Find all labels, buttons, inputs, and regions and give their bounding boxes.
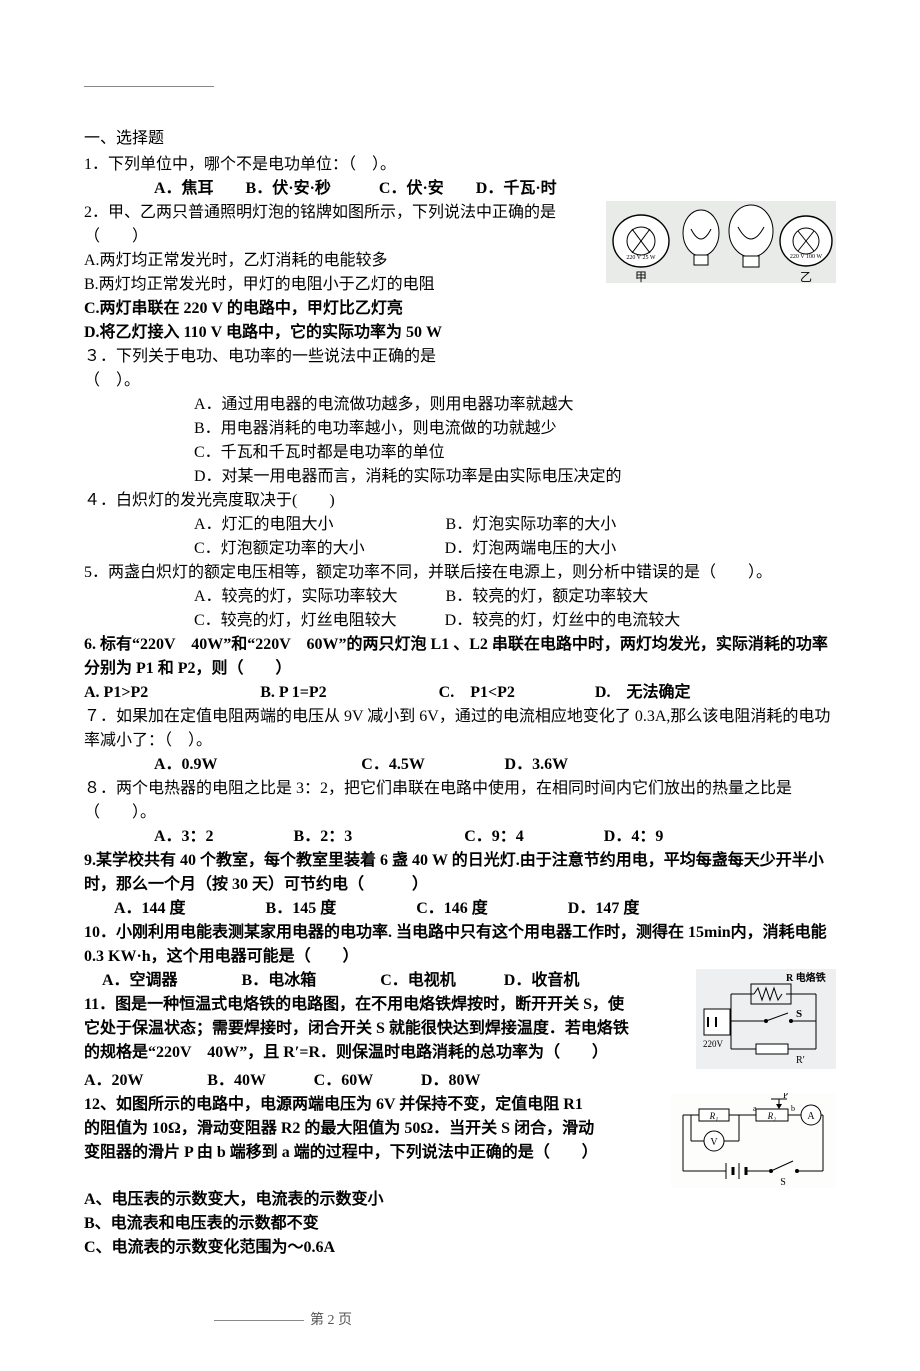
q8-opts: A．3：2 B．2：3 C．9：4 D．4：9 — [84, 825, 836, 849]
iron-figure: R 电烙铁 220V S R′ — [696, 969, 836, 1069]
q5-stem: 5．两盏白炽灯的额定电压相等，额定功率不同，并联后接在电源上，则分析中错误的是（… — [84, 561, 836, 585]
svg-text:220 V 100 W: 220 V 100 W — [790, 254, 823, 260]
q4-opts-ab: A．灯汇的电阻大小 B．灯泡实际功率的大小 — [84, 513, 836, 537]
svg-text:P: P — [783, 1093, 788, 1100]
circuit-figure: R₁ R₂ a b P A V — [671, 1093, 836, 1188]
svg-text:V: V — [710, 1137, 718, 1148]
q11-opts: A．20W B．40W C．60W D．80W — [84, 1069, 836, 1093]
q5-opts-cd: C．较亮的灯，灯丝电阻较大 D．较亮的灯，灯丝中的电流较大 — [84, 609, 836, 633]
q7-stem: ７．如果加在定值电阻两端的电压从 9V 减小到 6V，通过的电流相应地变化了 0… — [84, 705, 836, 753]
q2-opt-c: C.两灯串联在 220 V 的电路中，甲灯比乙灯亮 — [84, 297, 606, 321]
svg-text:乙: 乙 — [800, 270, 812, 284]
svg-text:R 电烙铁: R 电烙铁 — [786, 971, 826, 984]
q12-opt-a: A、电压表的示数变大，电流表的示数变小 — [84, 1188, 836, 1212]
svg-text:甲: 甲 — [635, 270, 647, 284]
q5-opts-ab: A．较亮的灯，实际功率较大 B．较亮的灯，额定功率较大 — [84, 585, 836, 609]
q6-stem: 6. 标有“220V 40W”和“220V 60W”的两只灯泡 L1 、L2 串… — [84, 633, 836, 681]
q10-opts: A．空调器 B．电冰箱 C．电视机 D．收音机 — [84, 969, 696, 993]
q4-opts-cd: C．灯泡额定功率的大小 D．灯泡两端电压的大小 — [84, 537, 836, 561]
q9-stem: 9.某学校共有 40 个教室，每个教室里装着 6 盏 40 W 的日光灯.由于注… — [84, 849, 836, 897]
q10-11-row: A．空调器 B．电冰箱 C．电视机 D．收音机 11．图是一种恒温式电烙铁的电路… — [84, 969, 836, 1069]
q1-stem: 1．下列单位中，哪个不是电功单位：（ ）。 — [84, 153, 836, 177]
q7-opts: A．0.9W C．4.5W D．3.6W — [84, 753, 836, 777]
svg-text:b: b — [791, 1104, 795, 1113]
q11-l1: 11．图是一种恒温式电烙铁的电路图，在不用电烙铁焊按时，断开开关 S，使 — [84, 993, 696, 1017]
q12-l3: 变阻器的滑片 P 由 b 端移到 a 端的过程中，下列说法中正确的是（ ） — [84, 1141, 671, 1165]
q11-l3: 的规格是“220V 40W”，且 R′=R．则保温时电路消耗的总功率为（ ） — [84, 1041, 696, 1065]
bulbs-figure: 220 V 25 W 甲 220 V 100 W 乙 — [606, 201, 836, 393]
svg-text:R′: R′ — [796, 1055, 805, 1066]
q2-row: 2．甲、乙两只普通照明灯泡的铭牌如图所示，下列说法中正确的是（ ） A.两灯均正… — [84, 201, 836, 393]
q2-opt-d: D.将乙灯接入 110 V 电路中，它的实际功率为 50 W — [84, 321, 606, 345]
q3-opt-d: D．对某一用电器而言，消耗的实际功率是由实际电压决定的 — [84, 465, 836, 489]
q2-stem: 2．甲、乙两只普通照明灯泡的铭牌如图所示，下列说法中正确的是（ ） — [84, 201, 606, 249]
q12-row: 12、如图所示的电路中，电源两端电压为 6V 并保持不变，定值电阻 R1 的阻值… — [84, 1093, 836, 1188]
page-footer: 第 2 页 — [84, 1310, 836, 1331]
q12-opt-c: C、电流表的示数变化范围为～0.6A — [84, 1236, 836, 1260]
q12-l1: 12、如图所示的电路中，电源两端电压为 6V 并保持不变，定值电阻 R1 — [84, 1093, 671, 1117]
q3-opt-c: C．千瓦和千瓦时都是电功率的单位 — [84, 441, 836, 465]
q1-options: A．焦耳 B．伏·安·秒 C．伏·安 D．千瓦·时 — [84, 177, 836, 201]
q10-stem: 10．小刚利用电能表测某家用电器的电功率. 当电路中只有这个用电器工作时，测得在… — [84, 921, 836, 969]
svg-text:A: A — [807, 1111, 815, 1122]
svg-text:S: S — [780, 1177, 786, 1188]
q4-stem: ４．白炽灯的发光亮度取决于( ) — [84, 489, 836, 513]
section-title: 一、选择题 — [84, 127, 836, 151]
q12-l2: 的阻值为 10Ω，滑动变阻器 R2 的最大阻值为 50Ω．当开关 S 闭合，滑动 — [84, 1117, 671, 1141]
q2-opt-b: B.两灯均正常发光时，甲灯的电阻小于乙灯的电阻 — [84, 273, 606, 297]
svg-text:220V: 220V — [703, 1039, 724, 1049]
q12-opt-b: B、电流表和电压表的示数都不变 — [84, 1212, 836, 1236]
q6-opts: A. P1>P2 B. P 1=P2 C. P1<P2 D. 无法确定 — [84, 681, 836, 705]
q3-stem2: （ ）。 — [84, 369, 606, 393]
svg-text:R₁: R₁ — [709, 1111, 719, 1121]
q11-l2: 它处于保温状态；需要焊接时，闭合开关 S 就能很快达到焊接温度．若电烙铁 — [84, 1017, 696, 1041]
svg-text:220 V 25 W: 220 V 25 W — [626, 255, 656, 261]
q9-opts: A．144 度 B．145 度 C．146 度 D．147 度 — [84, 897, 836, 921]
page-number: 第 2 页 — [310, 1313, 352, 1328]
svg-text:S: S — [796, 1008, 802, 1020]
q3-opt-a: A．通过用电器的电流做功越多，则用电器功率就越大 — [84, 393, 836, 417]
svg-text:a: a — [753, 1104, 757, 1113]
q3-opt-b: B．用电器消耗的电功率越小，则电流做的功就越少 — [84, 417, 836, 441]
svg-text:R₂: R₂ — [767, 1111, 777, 1121]
q3-stem1: ３．下列关于电功、电功率的一些说法中正确的是 — [84, 345, 606, 369]
q2-opt-a: A.两灯均正常发光时，乙灯消耗的电能较多 — [84, 249, 606, 273]
q8-stem: ８．两个电热器的电阻之比是 3：2，把它们串联在电路中使用，在相同时间内它们放出… — [84, 777, 836, 825]
header-rule — [84, 86, 214, 87]
